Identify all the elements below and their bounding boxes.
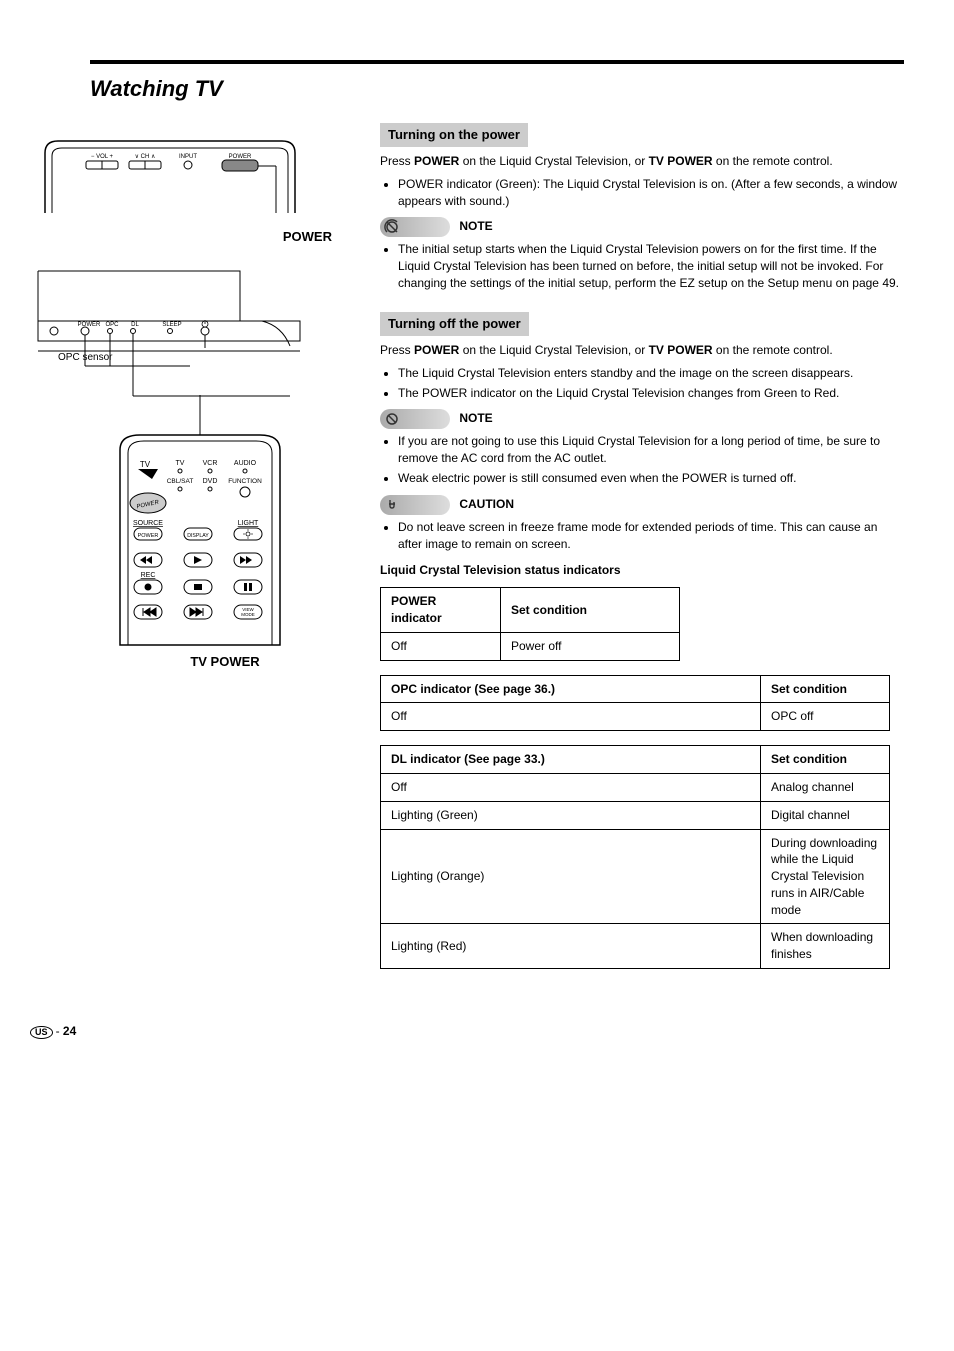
section-title: Watching TV — [90, 74, 904, 105]
svg-text:INPUT: INPUT — [179, 154, 197, 160]
left-column: − VOL + ∨ CH ∧ INPUT POWER POWER — [30, 113, 350, 983]
svg-text:DVD: DVD — [203, 478, 218, 485]
turn-on-list: POWER indicator (Green): The Liquid Crys… — [380, 176, 904, 210]
region-badge: US — [30, 1026, 53, 1039]
tv-power-lead-label: TV POWER — [100, 653, 350, 671]
note-icon — [380, 217, 450, 237]
svg-text:REC: REC — [141, 572, 156, 579]
svg-text:LIGHT: LIGHT — [238, 520, 259, 527]
svg-text:POWER: POWER — [229, 154, 252, 160]
svg-text:DISPLAY: DISPLAY — [187, 533, 209, 539]
section-divider — [90, 60, 904, 64]
right-column: Turning on the power Press POWER on the … — [380, 113, 904, 983]
svg-text:CBL/SAT: CBL/SAT — [167, 478, 194, 485]
turn-off-list: The Liquid Crystal Television enters sta… — [380, 365, 904, 402]
svg-text:TV: TV — [176, 460, 185, 467]
svg-text:POWER: POWER — [138, 533, 159, 539]
svg-text:SLEEP: SLEEP — [162, 322, 181, 328]
tv-top-panel-diagram: − VOL + ∨ CH ∧ INPUT POWER POWER — [30, 123, 350, 246]
caution-icon — [380, 495, 450, 515]
note-label: NOTE — [459, 220, 492, 234]
svg-text:MODE: MODE — [241, 612, 255, 617]
turn-off-note-list: If you are not going to use this Liquid … — [380, 433, 904, 486]
note-icon-2 — [380, 409, 450, 429]
svg-text:− VOL +: − VOL + — [91, 154, 114, 160]
opc-sensor-label: OPC sensor — [58, 351, 178, 365]
remote-diagram: TV TV VCR AUDIO CBL/SAT DVD FUNCTION POW… — [100, 395, 350, 672]
page-footer: US - 24 — [30, 1023, 904, 1040]
turn-on-heading: Turning on the power — [380, 123, 528, 147]
caution-list: Do not leave screen in freeze frame mode… — [380, 519, 904, 553]
power-indicator-table: POWER indicatorSet condition OffPower of… — [380, 587, 680, 660]
turn-on-note-list: The initial setup starts when the Liquid… — [380, 241, 904, 291]
svg-text:OPC: OPC — [105, 322, 119, 328]
tables-area: Liquid Crystal Television status indicat… — [380, 562, 904, 969]
svg-text:∨ CH ∧: ∨ CH ∧ — [135, 154, 156, 160]
dl-indicator-table: DL indicator (See page 33.)Set condition… — [380, 745, 890, 969]
svg-text:FUNCTION: FUNCTION — [228, 478, 262, 485]
svg-text:AUDIO: AUDIO — [234, 460, 257, 467]
opc-indicator-table: OPC indicator (See page 36.)Set conditio… — [380, 675, 890, 732]
note-label-2: NOTE — [459, 412, 492, 426]
turn-off-heading: Turning off the power — [380, 312, 529, 336]
caution-label: CAUTION — [459, 497, 514, 511]
svg-text:POWER: POWER — [78, 322, 101, 328]
svg-text:SOURCE: SOURCE — [133, 520, 163, 527]
svg-text:DL: DL — [131, 322, 139, 328]
power-button-label: POWER — [30, 228, 350, 246]
svg-text:VCR: VCR — [203, 460, 218, 467]
turn-off-text: Press POWER on the Liquid Crystal Televi… — [380, 342, 904, 359]
turn-on-text: Press POWER on the Liquid Crystal Televi… — [380, 153, 904, 170]
svg-text:TV: TV — [140, 460, 151, 469]
